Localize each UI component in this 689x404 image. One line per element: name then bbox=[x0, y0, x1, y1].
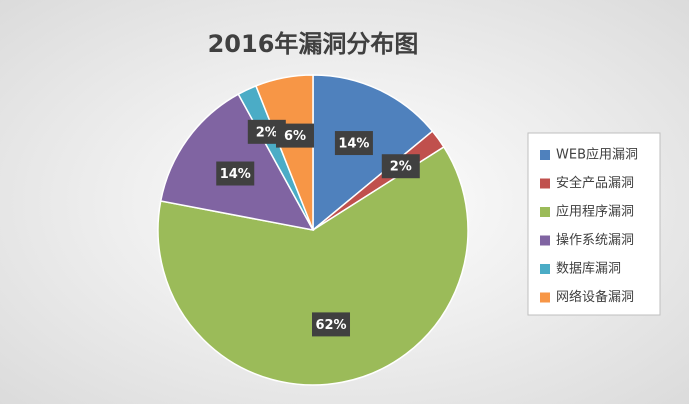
legend-swatch bbox=[540, 235, 550, 246]
data-label-box bbox=[312, 312, 351, 337]
legend-label: 操作系统漏洞 bbox=[556, 232, 634, 248]
data-label: 14% bbox=[220, 167, 251, 182]
data-label: 2% bbox=[256, 125, 278, 140]
legend-label: 应用程序漏洞 bbox=[556, 204, 634, 220]
chart-title: 2016年漏洞分布图 bbox=[208, 30, 419, 58]
legend-label: 网络设备漏洞 bbox=[556, 289, 634, 305]
legend-swatch bbox=[540, 150, 550, 160]
data-label-box bbox=[381, 154, 420, 179]
data-label: 14% bbox=[338, 137, 369, 152]
legend-box bbox=[527, 132, 661, 316]
pie-slice bbox=[157, 145, 469, 386]
legend-label: WEB应用漏洞 bbox=[556, 147, 638, 163]
legend-swatch bbox=[540, 292, 550, 303]
data-label-box bbox=[275, 123, 314, 148]
legend-swatch bbox=[540, 207, 550, 217]
data-label-box bbox=[216, 161, 255, 186]
legend-label: 安全产品漏洞 bbox=[556, 175, 634, 191]
pie-slice bbox=[254, 74, 314, 231]
legend-swatch bbox=[540, 264, 550, 274]
data-label: 62% bbox=[315, 318, 346, 333]
legend-label: 数据库漏洞 bbox=[556, 261, 621, 277]
data-label: 2% bbox=[390, 160, 412, 175]
data-label: 6% bbox=[284, 129, 306, 144]
legend-swatch bbox=[540, 178, 550, 189]
data-label-box bbox=[334, 131, 373, 156]
